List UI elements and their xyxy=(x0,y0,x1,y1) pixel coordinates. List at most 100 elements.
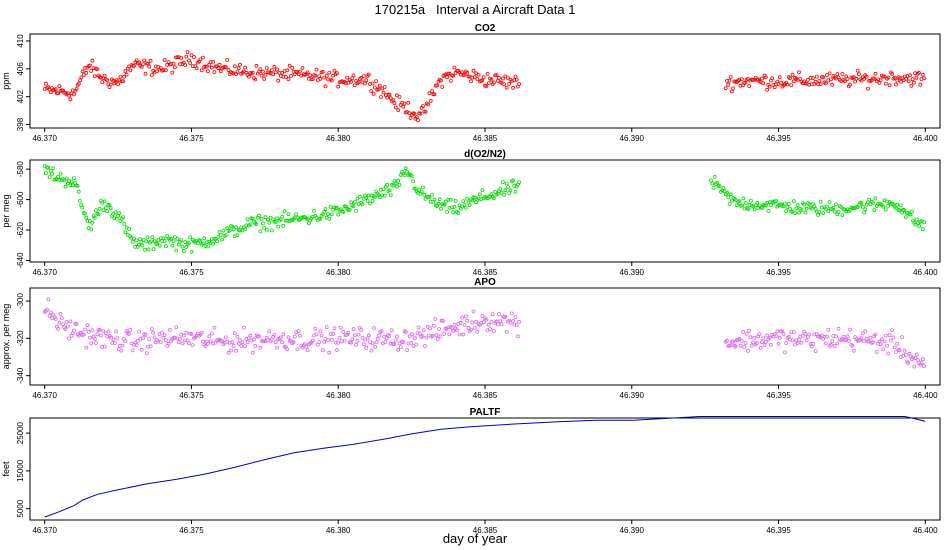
data-point xyxy=(767,335,772,340)
data-point xyxy=(334,205,339,210)
data-point xyxy=(481,75,486,79)
data-point xyxy=(488,327,493,332)
x-tick-label: 46.400 xyxy=(913,526,938,535)
x-tick-label: 46.375 xyxy=(179,268,204,277)
data-point xyxy=(273,70,278,75)
data-point xyxy=(726,195,731,200)
data-point xyxy=(907,212,912,217)
data-point xyxy=(349,340,353,345)
data-point xyxy=(105,78,109,82)
data-point xyxy=(200,339,205,344)
data-point xyxy=(102,344,107,349)
data-point xyxy=(283,75,288,79)
x-tick-label: 46.370 xyxy=(32,134,57,143)
data-point xyxy=(235,233,240,238)
data-point xyxy=(72,92,76,97)
data-point xyxy=(922,364,926,368)
data-point xyxy=(234,225,239,230)
data-point xyxy=(878,78,883,83)
data-point xyxy=(183,240,188,244)
data-point xyxy=(461,199,466,204)
data-point xyxy=(894,82,898,87)
data-point xyxy=(151,330,156,335)
data-point xyxy=(779,80,783,85)
data-point xyxy=(202,236,207,241)
data-point xyxy=(749,343,754,348)
data-point xyxy=(467,203,472,208)
data-point xyxy=(827,200,832,205)
data-point xyxy=(102,199,107,204)
data-point xyxy=(486,322,491,327)
data-point xyxy=(92,74,97,79)
data-point xyxy=(90,328,95,333)
data-point xyxy=(887,83,892,88)
data-point xyxy=(763,75,768,80)
data-point xyxy=(783,350,787,355)
data-point xyxy=(862,210,866,215)
data-point xyxy=(511,85,515,90)
y-axis-label: feet xyxy=(1,461,11,477)
data-point xyxy=(383,340,388,345)
data-point xyxy=(448,197,453,202)
data-point xyxy=(823,81,828,86)
data-point xyxy=(458,320,463,325)
data-point xyxy=(132,236,136,241)
data-point xyxy=(253,77,258,82)
data-point xyxy=(352,200,357,204)
data-point xyxy=(257,213,262,218)
data-point xyxy=(428,326,433,331)
data-point xyxy=(322,210,327,214)
data-point xyxy=(245,217,250,222)
data-point xyxy=(123,69,128,73)
data-point xyxy=(170,70,175,75)
data-point xyxy=(95,332,100,337)
data-point xyxy=(423,110,428,114)
data-point xyxy=(134,238,139,243)
data-point xyxy=(46,297,51,302)
data-point xyxy=(136,242,141,247)
data-point xyxy=(262,339,267,344)
data-point xyxy=(85,323,90,328)
data-point xyxy=(920,72,925,77)
data-point xyxy=(368,201,372,206)
data-point xyxy=(343,81,348,85)
data-point xyxy=(811,341,815,346)
data-point xyxy=(504,85,509,90)
data-point xyxy=(388,96,393,101)
data-point xyxy=(88,63,92,68)
data-point xyxy=(327,350,332,355)
data-point xyxy=(80,205,85,210)
plot-frame xyxy=(29,33,941,129)
data-point xyxy=(728,192,733,197)
data-point xyxy=(881,204,886,209)
data-point xyxy=(46,165,51,170)
data-point xyxy=(289,74,293,78)
y-tick-label: 410 xyxy=(16,34,25,48)
data-point xyxy=(445,75,450,80)
data-point xyxy=(56,174,60,179)
data-point xyxy=(232,331,237,336)
series-points xyxy=(42,297,926,369)
data-point xyxy=(135,338,140,343)
data-point xyxy=(322,339,327,344)
data-point xyxy=(143,332,148,337)
data-point xyxy=(803,210,808,215)
data-point xyxy=(377,83,382,88)
x-tick-label: 46.385 xyxy=(473,268,498,277)
data-point xyxy=(883,333,888,338)
data-point xyxy=(733,344,738,349)
data-point xyxy=(176,340,181,345)
data-point xyxy=(760,76,764,81)
data-point xyxy=(746,348,750,353)
data-point xyxy=(409,340,413,345)
data-point xyxy=(377,333,382,338)
data-point xyxy=(804,206,809,211)
data-point xyxy=(392,101,397,106)
data-point xyxy=(257,334,262,339)
data-point xyxy=(89,341,94,346)
data-point xyxy=(305,348,310,353)
data-point xyxy=(273,220,278,224)
data-point xyxy=(157,243,162,248)
data-point xyxy=(393,338,398,343)
data-point xyxy=(710,181,715,186)
